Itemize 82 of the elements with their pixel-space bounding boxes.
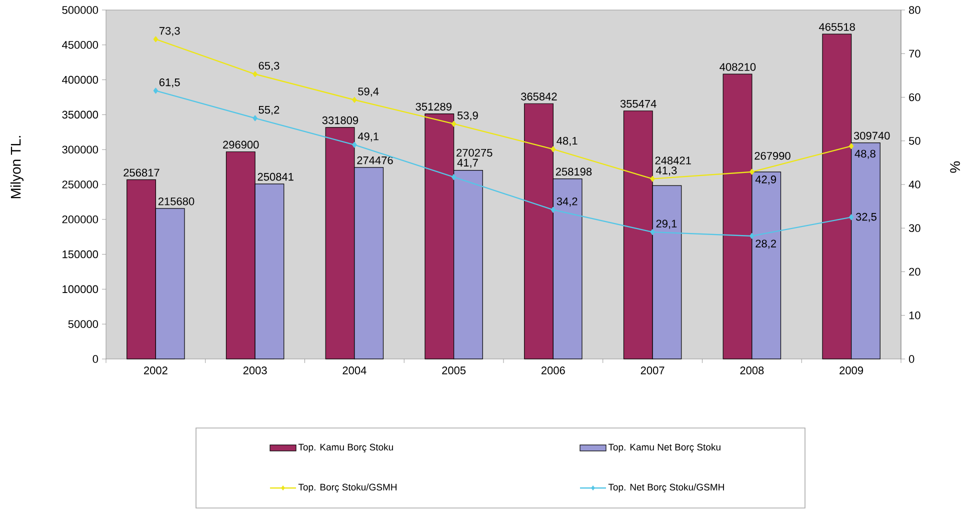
y2-tick-label: 0: [908, 355, 914, 363]
y2-tick-label: 30: [908, 224, 920, 232]
y-tick-label: 500000: [62, 6, 98, 14]
data-label: 355474: [620, 100, 656, 108]
data-label: 296900: [223, 140, 259, 149]
y2-tick-label: 60: [909, 93, 920, 102]
y-tick-label: 300000: [62, 146, 98, 154]
point: [252, 115, 258, 122]
y2-axis-title: %: [950, 161, 960, 173]
y-tick-label: 400000: [62, 76, 98, 84]
data-label: 250841: [258, 172, 294, 181]
point: [451, 120, 456, 127]
data-label: 267990: [754, 152, 790, 160]
data-label: 29,1: [656, 220, 677, 229]
point: [352, 142, 357, 148]
data-label: 61,5: [159, 78, 180, 88]
data-label: 256817: [124, 168, 160, 177]
data-label: 258198: [556, 168, 592, 176]
point: [153, 36, 158, 42]
y-tick-label: 450000: [62, 41, 98, 49]
legend-label: Top. Borç Stoku/GSMH: [298, 484, 397, 492]
data-label: 48,1: [556, 136, 578, 146]
point: [750, 168, 754, 175]
data-label: 248421: [655, 156, 691, 164]
legend-label: Top. Kamu Borç Stoku: [298, 444, 393, 452]
data-label: 73,3: [159, 26, 180, 36]
data-label: 365842: [521, 92, 557, 100]
data-label: 274476: [357, 156, 393, 164]
data-label: 42,9: [755, 176, 776, 185]
x-tick-label: 2005: [442, 366, 466, 374]
y2-tick-label: 50: [908, 136, 920, 145]
data-label: 32,5: [856, 212, 876, 222]
data-label: 41,7: [457, 158, 478, 168]
point: [550, 146, 556, 152]
legend-label: Top. Net Borç Stoku/GSMH: [608, 484, 724, 492]
y-tick-label: 150000: [62, 250, 98, 258]
data-label: 49,1: [358, 132, 379, 142]
x-tick-label: 2007: [640, 366, 664, 374]
x-tick-label: 2002: [144, 366, 168, 374]
y2-tick-label: 80: [909, 6, 920, 14]
y-tick-label: 0: [92, 355, 98, 363]
y-axis-title: Milyon TL.: [10, 136, 24, 198]
data-label: 351289: [416, 102, 452, 111]
point: [848, 143, 854, 149]
data-label: 215680: [158, 197, 194, 206]
point: [352, 96, 357, 103]
point: [550, 206, 556, 213]
y-tick-label: 200000: [62, 216, 98, 224]
data-label: 331809: [322, 116, 358, 124]
point: [451, 174, 456, 180]
x-tick-label: 2003: [243, 366, 267, 374]
point: [650, 176, 655, 182]
legend-label: Top. Kamu Net Borç Stoku: [608, 444, 720, 452]
y2-tick-label: 10: [909, 311, 920, 320]
data-label: 65,3: [258, 62, 280, 71]
y-tick-label: 350000: [62, 110, 98, 119]
data-label: 41,3: [656, 166, 677, 176]
data-label: 59,4: [358, 88, 379, 97]
y-tick-label: 250000: [62, 180, 98, 188]
y2-tick-label: 20: [909, 268, 920, 276]
x-tick-label: 2006: [542, 366, 565, 374]
point: [650, 229, 655, 235]
data-label: 309740: [854, 132, 890, 140]
data-label: 465518: [818, 23, 855, 31]
y-tick-label: 100000: [62, 285, 98, 294]
x-tick-label: 2008: [740, 366, 764, 374]
data-label: 28,2: [756, 240, 776, 249]
data-label: 270275: [456, 148, 492, 157]
data-label: 55,2: [258, 106, 280, 115]
point: [252, 71, 258, 78]
y2-tick-label: 40: [908, 180, 920, 188]
data-label: 408210: [720, 63, 756, 71]
data-label: 34,2: [556, 198, 578, 207]
x-tick-label: 2009: [840, 366, 864, 374]
data-label: 48,8: [854, 150, 876, 159]
y2-tick-label: 70: [909, 50, 920, 58]
point: [848, 214, 854, 220]
data-label: 53,9: [457, 112, 478, 121]
x-tick-label: 2004: [342, 366, 366, 374]
y-tick-label: 50000: [68, 320, 98, 328]
point: [153, 88, 158, 94]
point: [750, 233, 754, 239]
